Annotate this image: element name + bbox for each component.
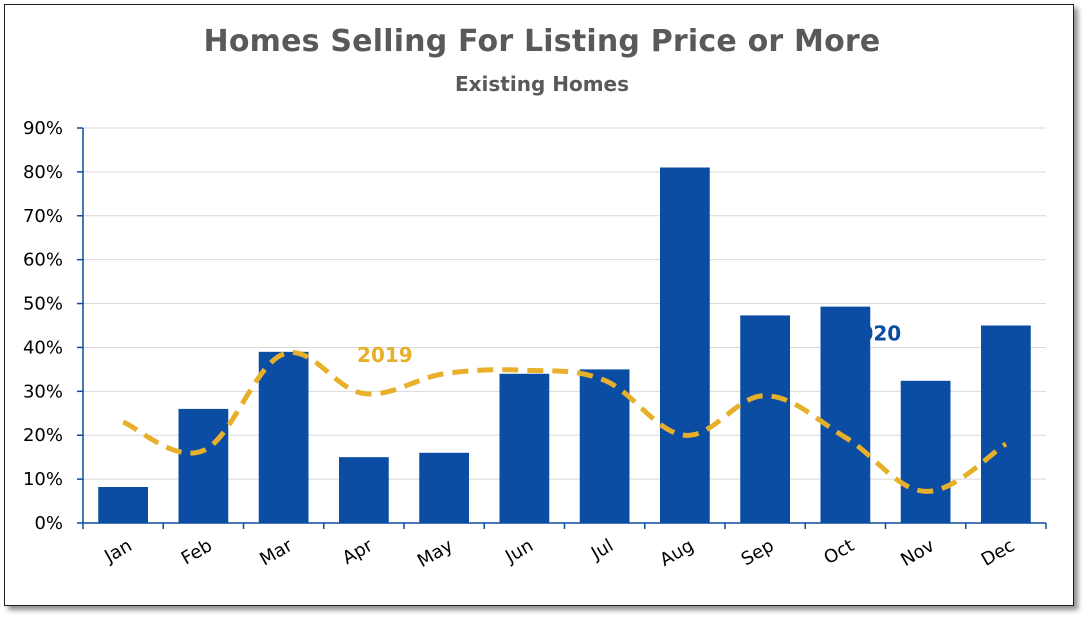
x-tick-label-dec: Dec — [978, 535, 1019, 571]
bar-2020-nov — [900, 380, 951, 523]
bar-series-2020 — [98, 167, 1031, 523]
bar-2020-feb — [178, 408, 229, 523]
bar-2020-mar — [258, 351, 309, 523]
gridlines — [83, 127, 1046, 480]
y-tick-labels: 0% 10% 20% 30% 40% 50% 60% 70% 80% 90% — [23, 118, 63, 534]
bar-2020-jun — [499, 373, 550, 523]
x-tick-label-may: May — [414, 535, 457, 572]
x-tick-label-mar: Mar — [256, 535, 296, 570]
x-tick-label-aug: Aug — [656, 535, 697, 571]
y-tick-label: 50% — [23, 294, 63, 315]
chart-subtitle: Existing Homes — [454, 72, 630, 96]
y-tick-label: 60% — [23, 250, 63, 271]
bar-2020-sep — [740, 315, 791, 523]
x-tick-label-jan: Jan — [100, 535, 135, 568]
x-tick-label-feb: Feb — [178, 535, 216, 569]
bar-2020-jan — [98, 487, 149, 523]
x-tick-label-jun: Jun — [501, 535, 537, 568]
x-tick-label-oct: Oct — [820, 535, 857, 569]
bar-2020-oct — [820, 306, 871, 523]
y-tick-label: 0% — [34, 513, 63, 534]
y-tick-label: 30% — [23, 381, 63, 402]
y-tick-label: 20% — [23, 425, 63, 446]
x-tick-label-nov: Nov — [897, 535, 938, 571]
x-tick-labels: Jan Feb Mar Apr May Jun Jul Aug Sep Oct Nov Dec — [100, 535, 1018, 572]
bar-2020-aug — [659, 167, 710, 523]
bar-2020-jul — [579, 369, 630, 523]
y-tick-label: 40% — [23, 337, 63, 358]
chart-title: Homes Selling For Listing Price or More — [203, 24, 881, 59]
line-series-2019 — [122, 350, 1008, 494]
bar-2020-may — [419, 452, 470, 523]
bar-2020-apr — [338, 457, 389, 523]
y-tick-label: 80% — [23, 162, 63, 183]
x-tick-label-apr: Apr — [339, 535, 377, 569]
y-tick-label: 10% — [23, 469, 63, 490]
series-labels: 2019 2020 — [357, 321, 901, 367]
axes — [77, 127, 1047, 529]
series-label-2019: 2019 — [357, 343, 413, 367]
x-tick-label-jul: Jul — [587, 535, 617, 565]
series-label-2020: 2020 — [846, 321, 902, 345]
bar-2020-dec — [980, 325, 1031, 523]
y-tick-label: 70% — [23, 206, 63, 227]
x-tick-label-sep: Sep — [738, 535, 778, 570]
y-tick-label: 90% — [23, 118, 63, 139]
